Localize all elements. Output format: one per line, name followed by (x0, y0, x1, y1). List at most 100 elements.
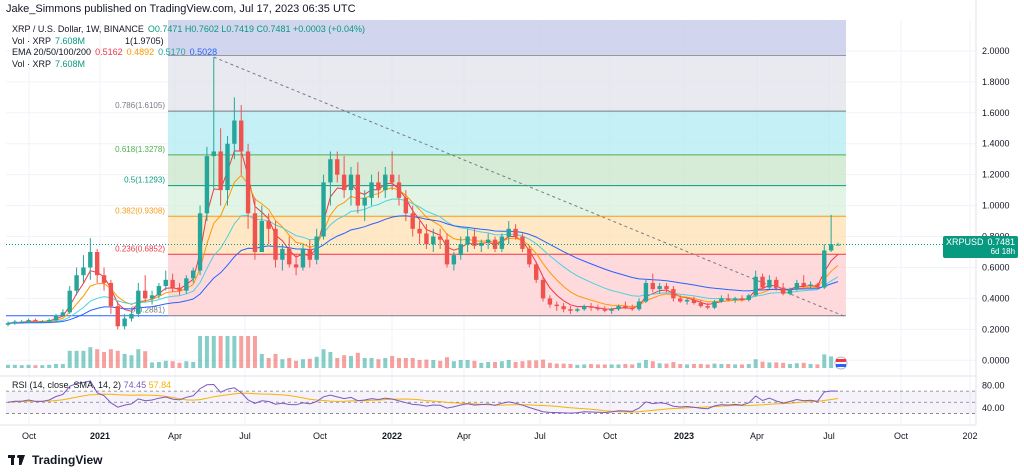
volume-bar (815, 364, 820, 368)
candle-body (794, 282, 800, 290)
tradingview-logo-icon (8, 455, 26, 465)
volume-bar (348, 356, 353, 368)
volume-bar (355, 352, 360, 368)
candle-body (369, 182, 374, 198)
candle-body (88, 252, 93, 268)
candle-body (321, 182, 326, 237)
price-tick-label: 2.0000 (982, 46, 1010, 56)
volume-bar (26, 364, 31, 368)
tradingview-logo[interactable]: TradingView (8, 453, 102, 467)
candle-body (239, 120, 244, 152)
time-tick-label: Apr (750, 431, 764, 441)
volume-bar (273, 354, 278, 368)
rsi-line (7, 380, 839, 414)
volume-bar (602, 364, 607, 368)
candle-body (650, 282, 655, 290)
volume-bar (822, 354, 827, 368)
volume-bar (671, 362, 676, 368)
fib-zone (168, 55, 846, 112)
price-tick-label: 1.2000 (982, 170, 1010, 180)
volume-bar (12, 364, 17, 368)
volume-bar (383, 358, 388, 368)
candle-body (232, 120, 237, 144)
volume-bar (698, 364, 703, 368)
ema-row[interactable]: EMA 20/50/100/200 0.5162 0.4892 0.5170 0… (12, 47, 365, 59)
candle-body (595, 307, 601, 310)
candle-body (698, 303, 704, 307)
time-tick-label: Apr (168, 431, 182, 441)
volume2-row[interactable]: Vol · XRP 7.608M (12, 59, 365, 71)
volume-bar (198, 336, 203, 368)
volume-bar (568, 364, 573, 368)
volume-bar (314, 356, 319, 368)
price-tick-label: 0.4000 (982, 293, 1010, 303)
volume-bar (506, 360, 511, 368)
volume-bar (650, 361, 655, 368)
volume-bar (54, 364, 59, 368)
candle-body (245, 151, 251, 214)
candle-body (472, 236, 477, 246)
candle-body (485, 239, 491, 243)
symbol-row[interactable]: XRP / U.S. Dollar, 1W, BINANCE O0.7471 H… (12, 24, 365, 36)
volume-bar (685, 364, 690, 368)
price-tick-label: 1.0000 (982, 201, 1010, 211)
candle-body (60, 312, 66, 316)
candle-body (197, 213, 203, 271)
time-tick-label: Jul (823, 431, 835, 441)
candle-body (403, 197, 409, 214)
candle-body (383, 174, 388, 191)
volume-bar (191, 362, 196, 368)
volume-bar (719, 364, 724, 368)
volume-bar (410, 358, 415, 368)
volume-row[interactable]: Vol · XRP 7.608M 1(1.9705) (12, 36, 365, 48)
ema100-value: 0.5170 (158, 47, 186, 57)
rsi-legend[interactable]: RSI (14, close, SMA, 14, 2) 74.45 57.84 (12, 380, 171, 390)
candle-body (513, 228, 518, 237)
volume-bar (266, 358, 271, 368)
volume-bar (458, 360, 463, 368)
volume-bar (541, 359, 546, 368)
candle-body (568, 309, 573, 311)
fib-label: 0.5(1.1293) (124, 176, 165, 185)
ema-label: EMA 20/50/100/200 (12, 47, 92, 57)
volume-bar (60, 364, 65, 368)
candle-body (664, 286, 669, 290)
volume-bar (431, 360, 436, 368)
candle-body (108, 282, 114, 307)
last-price-tag: XRPUSD 0.7481 6d 18h (943, 236, 1019, 258)
candle-body (760, 276, 765, 288)
volume-bar (637, 362, 642, 368)
volume-bar (19, 365, 24, 368)
fib-label: 0.618(1.3278) (115, 145, 165, 154)
candle-body (801, 282, 806, 287)
candle-body (300, 248, 306, 268)
volume-bar (630, 364, 635, 368)
volume-bar (280, 359, 285, 368)
volume-bar (204, 336, 209, 368)
volume-bar (643, 360, 648, 368)
candle-body (129, 313, 134, 319)
volume-bar (547, 362, 552, 368)
volume2-value: 7.608M (55, 58, 86, 69)
candle-body (156, 286, 162, 296)
volume-bar (218, 336, 223, 368)
candle-body (417, 228, 422, 234)
volume-bar (774, 362, 779, 368)
price-tick-label: 1.8000 (982, 77, 1010, 87)
volume-bar (67, 350, 72, 368)
candle-body (719, 298, 724, 302)
volume-bar (657, 363, 662, 368)
candle-body (33, 320, 38, 322)
candle-body (499, 236, 505, 249)
volume-bar (307, 358, 312, 368)
candle-body (575, 309, 580, 311)
candle-body (684, 299, 690, 302)
candle-body (307, 248, 313, 260)
candle-body (705, 306, 710, 308)
candle-body (540, 279, 546, 299)
volume-bar (156, 362, 161, 368)
volume-bar (753, 359, 758, 368)
volume-bar (163, 360, 168, 368)
time-tick-label: 2022 (382, 431, 402, 441)
